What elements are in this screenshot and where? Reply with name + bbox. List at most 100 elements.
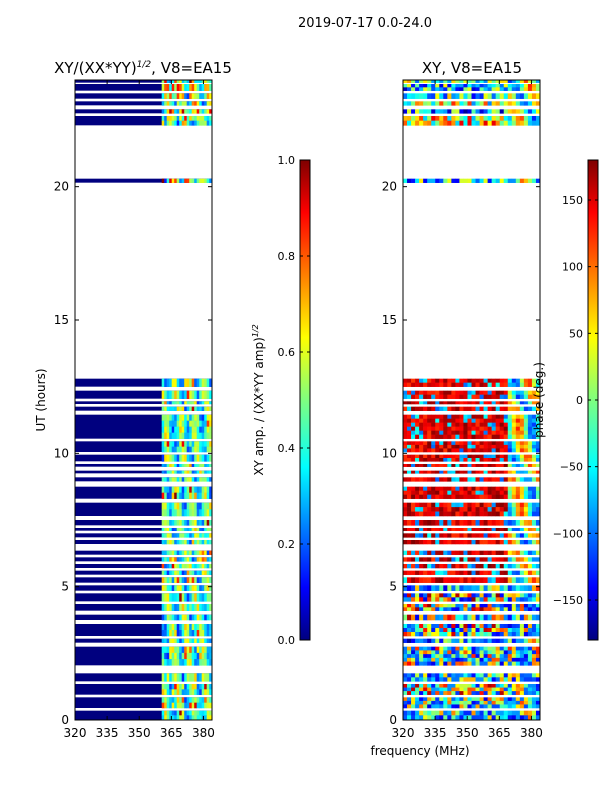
heat-cell	[435, 710, 440, 716]
heat-cell	[491, 101, 496, 106]
heat-cell	[451, 638, 456, 643]
heat-cell	[164, 406, 167, 411]
heat-cell	[459, 684, 464, 688]
heat-cell	[531, 691, 537, 695]
heat-cell	[455, 697, 460, 702]
heat-cell	[527, 638, 533, 643]
heat-cell	[527, 697, 533, 702]
heat-cell	[191, 120, 195, 126]
heat-cell	[515, 632, 521, 637]
data-row	[403, 604, 540, 611]
heat-cell	[495, 109, 501, 114]
heat-cell	[507, 448, 513, 453]
heat-cell	[443, 116, 448, 121]
heat-cell	[439, 570, 444, 575]
heat-cell	[475, 700, 480, 705]
heat-cell	[503, 422, 509, 427]
heat-cell	[431, 486, 436, 491]
heat-cell	[483, 697, 488, 702]
heat-cell	[431, 557, 436, 562]
heat-cell	[451, 704, 456, 709]
heat-cell	[495, 697, 501, 702]
heat-cell	[491, 511, 496, 517]
heat-cell	[199, 486, 202, 493]
heat-cell	[487, 93, 492, 99]
heat-cell	[459, 80, 464, 83]
heat-cell	[499, 564, 505, 569]
colorbar-tick-label: −50	[560, 461, 583, 474]
heat-cell	[467, 178, 472, 183]
heat-cell	[491, 577, 496, 583]
heat-cell	[535, 378, 540, 383]
heat-cell	[535, 533, 540, 538]
heat-cell	[174, 406, 177, 411]
heat-cell	[459, 378, 464, 383]
heat-cell	[479, 401, 484, 405]
heat-cell	[415, 628, 420, 633]
heat-cell	[483, 426, 488, 431]
heat-cell	[427, 116, 432, 121]
heat-cell	[171, 624, 175, 631]
heat-cell	[186, 116, 190, 121]
heat-cell	[206, 178, 210, 183]
heat-cell	[164, 378, 167, 387]
heatmap-phase	[403, 80, 540, 720]
heat-cell	[419, 477, 424, 482]
heat-cell	[199, 528, 202, 531]
heat-cell	[487, 593, 492, 598]
heat-cell	[507, 418, 513, 423]
heat-cell	[503, 406, 509, 411]
heat-cell	[415, 715, 420, 720]
heat-cell	[209, 593, 212, 602]
heat-cell	[483, 691, 488, 695]
heat-cell	[515, 422, 521, 427]
heat-cell	[179, 570, 182, 575]
heat-cell	[204, 401, 207, 405]
heat-cell	[435, 178, 440, 183]
heat-cell	[164, 702, 167, 709]
heat-cell	[527, 673, 533, 678]
heat-cell	[431, 448, 436, 453]
heat-cell	[495, 511, 501, 517]
heat-cell	[181, 604, 185, 611]
heat-cell	[495, 654, 501, 659]
x-tick-label: 320	[392, 726, 415, 740]
heat-cell	[186, 564, 190, 569]
heat-cell	[423, 597, 428, 602]
heat-cell	[495, 628, 501, 633]
heat-cell	[191, 464, 195, 467]
heat-cell	[471, 507, 476, 512]
data-row	[403, 528, 540, 531]
heat-cell	[161, 624, 165, 631]
heat-cell	[511, 557, 517, 562]
heat-cell	[483, 401, 488, 405]
heat-cell	[467, 477, 472, 482]
heat-cell	[495, 715, 501, 720]
heat-cell	[451, 458, 456, 462]
heat-cell	[443, 87, 448, 91]
heat-cell	[166, 540, 170, 545]
heat-cell	[403, 464, 408, 467]
heat-cell	[467, 418, 472, 423]
heat-cell	[204, 101, 207, 106]
heat-cell	[415, 448, 420, 453]
figure-suptitle: 2019-07-17 0.0-24.0	[298, 16, 432, 31]
heat-cell	[179, 684, 182, 690]
heat-cell	[451, 570, 456, 575]
heat-cell	[487, 470, 492, 474]
heat-cell	[169, 401, 172, 405]
heat-cell	[491, 378, 496, 383]
heat-cell	[459, 486, 464, 491]
heat-cell	[487, 494, 492, 499]
heat-cell	[471, 464, 476, 467]
heat-cell	[479, 382, 484, 387]
heat-cell	[439, 418, 444, 423]
heat-cell	[176, 564, 180, 569]
heat-cell	[206, 624, 210, 631]
heat-cell	[415, 430, 420, 435]
heat-cell	[179, 604, 182, 611]
heat-cell	[519, 520, 525, 526]
heat-cell	[415, 84, 420, 88]
heat-cell	[179, 93, 182, 99]
row-background	[75, 593, 212, 602]
